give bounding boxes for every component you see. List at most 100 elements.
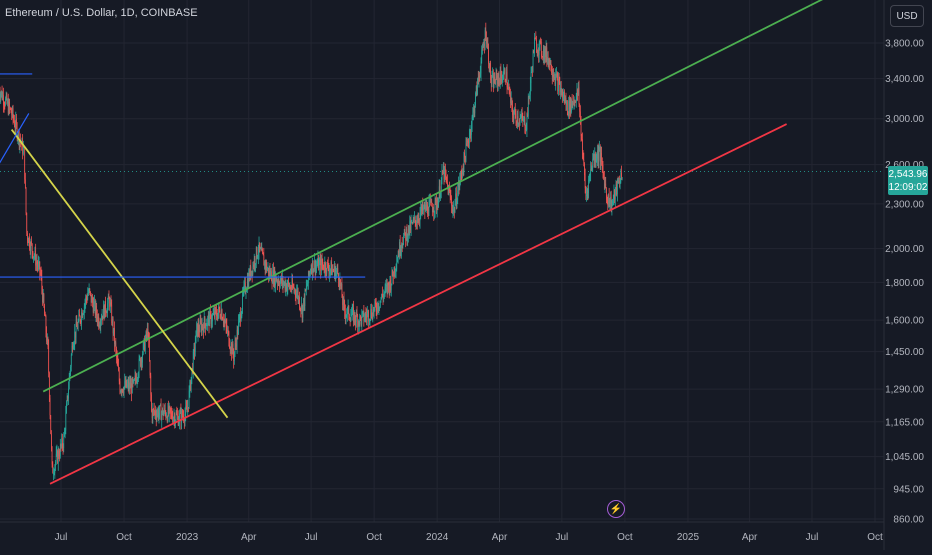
candle-body bbox=[374, 301, 375, 307]
candle-body bbox=[508, 87, 509, 89]
candle-body bbox=[385, 286, 386, 287]
candle-body bbox=[264, 261, 265, 265]
candle-body bbox=[208, 315, 209, 318]
candle-body bbox=[622, 178, 623, 179]
candle-body bbox=[560, 88, 561, 92]
candle-body bbox=[88, 291, 89, 294]
candle-body bbox=[586, 188, 587, 196]
candle-body bbox=[313, 261, 314, 273]
candle-body bbox=[202, 325, 203, 327]
candle-body bbox=[562, 89, 563, 97]
candle-body bbox=[53, 473, 54, 474]
candle-body bbox=[165, 412, 166, 417]
candle-body bbox=[111, 302, 112, 304]
candle-body bbox=[427, 205, 428, 214]
candle-body bbox=[324, 269, 325, 271]
candle-body bbox=[618, 181, 619, 183]
candle-body bbox=[54, 473, 55, 474]
candle-body bbox=[542, 56, 543, 57]
candle-body bbox=[494, 77, 495, 83]
candle-body bbox=[37, 264, 38, 267]
candle-body bbox=[490, 63, 491, 71]
candle-body bbox=[325, 263, 326, 272]
candle-body bbox=[136, 379, 137, 382]
candle-body bbox=[127, 384, 128, 386]
candle-body bbox=[83, 313, 84, 315]
candle-body bbox=[140, 358, 141, 366]
candle-body bbox=[50, 415, 51, 434]
candle-body bbox=[81, 312, 82, 322]
candle-body bbox=[539, 43, 540, 55]
candle-body bbox=[253, 265, 254, 275]
candle-body bbox=[323, 265, 324, 269]
lightning-icon[interactable]: ⚡ bbox=[607, 500, 625, 518]
candle-body bbox=[563, 96, 564, 97]
candle-body bbox=[608, 194, 609, 206]
candle-body bbox=[584, 164, 585, 176]
candle-body bbox=[549, 59, 550, 65]
candle-body bbox=[565, 98, 566, 103]
candle-body bbox=[333, 270, 334, 271]
candle-body bbox=[202, 325, 203, 332]
candle-body bbox=[588, 190, 589, 193]
candle-body bbox=[490, 63, 491, 80]
candle-body bbox=[550, 60, 551, 64]
candle-body bbox=[189, 390, 190, 407]
candle-body bbox=[230, 348, 231, 350]
candle-body bbox=[392, 270, 393, 283]
candle-body bbox=[407, 229, 408, 241]
y-tick-label: 1,450.00 bbox=[885, 347, 924, 358]
candle-body bbox=[327, 262, 328, 263]
candle-body bbox=[1, 91, 2, 94]
candle-body bbox=[464, 153, 465, 157]
candle-body bbox=[301, 305, 302, 310]
candle-body bbox=[153, 409, 154, 410]
candle-body bbox=[385, 287, 386, 293]
candle-body bbox=[59, 451, 60, 456]
candle-body bbox=[235, 343, 236, 344]
candle-body bbox=[485, 30, 486, 46]
candle-body bbox=[607, 199, 608, 205]
candle-body bbox=[391, 284, 392, 291]
candle-body bbox=[266, 263, 267, 271]
candle-body bbox=[582, 139, 583, 155]
candle-body bbox=[496, 73, 497, 75]
candle-body bbox=[483, 44, 484, 48]
candle-body bbox=[33, 251, 34, 258]
candle-body bbox=[11, 108, 12, 113]
candle-body bbox=[294, 290, 295, 291]
candle-body bbox=[520, 118, 521, 119]
candle-body bbox=[297, 291, 298, 293]
candle-body bbox=[305, 290, 306, 306]
candle-body bbox=[348, 306, 349, 317]
candle-body bbox=[211, 321, 212, 323]
candle-body bbox=[198, 325, 199, 331]
candle-body bbox=[448, 185, 449, 195]
candle-body bbox=[501, 77, 502, 82]
candle-body bbox=[435, 198, 436, 200]
candle-body bbox=[91, 297, 92, 302]
candle-body bbox=[252, 271, 253, 275]
candle-body bbox=[292, 281, 293, 290]
candle-body bbox=[28, 239, 29, 243]
candle-body bbox=[579, 87, 580, 104]
candle-body bbox=[148, 329, 149, 337]
candle-body bbox=[31, 241, 32, 251]
candle-body bbox=[316, 265, 317, 272]
candle-body bbox=[414, 217, 415, 220]
candle-body bbox=[257, 256, 258, 257]
candle-body bbox=[590, 174, 591, 175]
candle-body bbox=[543, 49, 544, 56]
candle-body bbox=[546, 47, 547, 60]
candle-body bbox=[133, 379, 134, 382]
x-tick-label: Jul bbox=[55, 532, 68, 543]
candle-body bbox=[163, 412, 164, 415]
candle-body bbox=[193, 352, 194, 373]
candle-body bbox=[172, 412, 173, 418]
currency-button[interactable]: USD bbox=[890, 5, 924, 27]
candle-body bbox=[121, 391, 122, 392]
candle-body bbox=[94, 301, 95, 303]
candle-body bbox=[103, 306, 104, 319]
